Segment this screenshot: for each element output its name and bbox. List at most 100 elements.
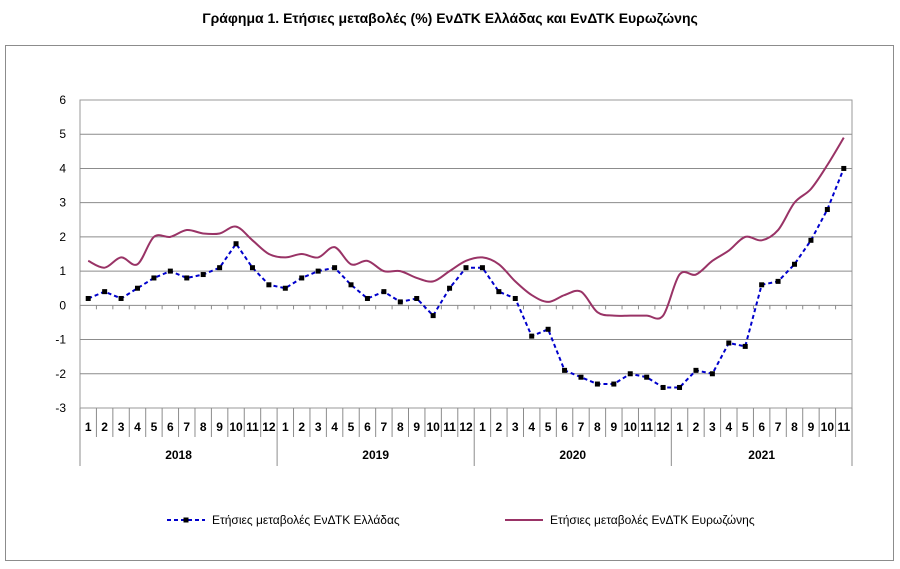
data-point-greece [167, 268, 173, 274]
y-tick-label: 6 [59, 93, 66, 107]
month-label: 1 [676, 420, 683, 434]
month-label: 9 [216, 420, 223, 434]
month-label: 8 [791, 420, 798, 434]
y-tick-label: -2 [55, 367, 66, 381]
y-tick-label: 1 [59, 264, 66, 278]
data-point-greece [463, 265, 469, 271]
data-point-greece [562, 367, 568, 373]
month-label: 2 [496, 420, 503, 434]
month-label: 7 [183, 420, 190, 434]
data-point-greece [85, 295, 91, 301]
data-point-greece [808, 237, 814, 243]
data-point-greece [529, 333, 535, 339]
data-point-greece [102, 289, 108, 295]
year-label: 2020 [559, 448, 586, 462]
y-tick-label: -1 [55, 333, 66, 347]
data-point-greece [496, 289, 502, 295]
data-point-greece [627, 371, 633, 377]
data-point-greece [364, 295, 370, 301]
month-label: 3 [709, 420, 716, 434]
data-point-greece [545, 326, 551, 332]
month-label: 2 [298, 420, 305, 434]
data-point-greece [479, 265, 485, 271]
data-point-greece [512, 295, 518, 301]
y-tick-label: 0 [59, 298, 66, 312]
data-point-greece [266, 282, 272, 288]
data-point-greece [677, 384, 683, 390]
chart-frame [5, 45, 894, 561]
series-line-greece [87, 168, 845, 389]
data-point-greece [217, 265, 223, 271]
month-label: 1 [479, 420, 486, 434]
month-label: 7 [578, 420, 585, 434]
chart-title: Γράφημα 1. Ετήσιες μεταβολές (%) ΕνΔΤΚ Ε… [202, 10, 698, 26]
data-point-greece [824, 207, 830, 213]
month-label: 2 [101, 420, 108, 434]
data-point-greece [118, 295, 124, 301]
month-label: 8 [594, 420, 601, 434]
month-label: 4 [134, 420, 141, 434]
data-point-greece [660, 384, 666, 390]
legend-marker-greece [183, 517, 189, 523]
plot-area [79, 99, 853, 409]
month-label: 5 [151, 420, 158, 434]
data-point-greece [430, 313, 436, 319]
month-label: 3 [315, 420, 322, 434]
month-label: 10 [229, 420, 243, 434]
data-point-greece [397, 299, 403, 305]
month-label: 12 [656, 420, 670, 434]
month-label: 3 [512, 420, 519, 434]
month-label: 11 [640, 420, 653, 434]
data-point-greece [594, 381, 600, 387]
data-point-greece [381, 289, 387, 295]
data-point-greece [759, 282, 765, 288]
month-label: 9 [610, 420, 617, 434]
year-label: 2019 [362, 448, 389, 462]
month-label: 5 [545, 420, 552, 434]
data-point-greece [332, 265, 338, 271]
month-label: 7 [775, 420, 782, 434]
month-label: 12 [262, 420, 276, 434]
y-tick-label: 5 [59, 127, 66, 141]
data-point-greece [348, 282, 354, 288]
month-label: 6 [561, 420, 568, 434]
month-label: 11 [837, 420, 850, 434]
month-label: 4 [725, 420, 732, 434]
data-point-greece [249, 265, 255, 271]
data-point-greece [299, 275, 305, 281]
data-point-greece [233, 241, 239, 247]
data-point-greece [414, 295, 420, 301]
y-tick-label: 3 [59, 196, 66, 210]
data-point-greece [151, 275, 157, 281]
data-point-greece [200, 272, 206, 278]
month-label: 10 [426, 420, 440, 434]
data-point-greece [611, 381, 617, 387]
data-point-greece [775, 278, 781, 284]
month-label: 1 [85, 420, 92, 434]
month-label: 12 [459, 420, 473, 434]
month-label: 4 [331, 420, 338, 434]
data-point-greece [709, 371, 715, 377]
series-line-eurozone [87, 137, 845, 320]
month-label: 8 [200, 420, 207, 434]
month-label: 6 [758, 420, 765, 434]
data-point-greece [447, 285, 453, 291]
data-point-greece [693, 367, 699, 373]
legend-label-eurozone: Ετήσιες μεταβολές ΕνΔΤΚ Ευρωζώνης [550, 513, 755, 527]
month-label: 10 [821, 420, 835, 434]
data-point-greece [792, 261, 798, 267]
month-label: 7 [381, 420, 388, 434]
y-tick-label: 4 [59, 161, 66, 175]
data-point-greece [578, 374, 584, 380]
data-point-greece [282, 285, 288, 291]
data-point-greece [134, 285, 140, 291]
month-label: 3 [118, 420, 125, 434]
month-label: 1 [282, 420, 289, 434]
data-point-greece [742, 343, 748, 349]
month-label: 5 [348, 420, 355, 434]
month-label: 8 [397, 420, 404, 434]
year-label: 2021 [748, 448, 775, 462]
month-label: 5 [742, 420, 749, 434]
data-point-greece [644, 374, 650, 380]
